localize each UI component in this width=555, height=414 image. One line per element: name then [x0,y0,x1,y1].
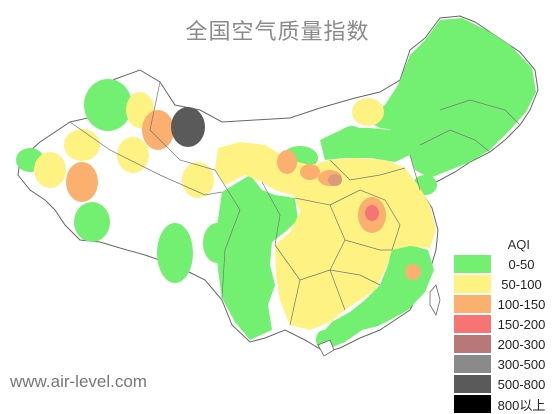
legend-label: 300-500 [497,356,546,372]
province-border [299,269,381,286]
marker-green [84,79,132,131]
legend-swatch [454,335,491,353]
aqi-map [16,15,539,357]
legend-title: AQI [507,237,530,252]
province-border [329,189,401,251]
marker-orange [277,150,297,174]
legend-swatch [454,355,491,373]
marker-green [338,126,366,154]
watermark: www.air-level.com [10,372,147,391]
island-hainan [317,339,335,357]
legend-label: 800以上 [497,397,546,413]
legend-item: 0-50 [452,254,552,274]
legend-label: 0-50 [508,256,535,272]
province-border [344,239,392,251]
marker-green [157,223,193,283]
legend-swatch [454,255,491,273]
legend-item: 50-100 [452,274,552,294]
marker-green [433,22,453,58]
marker-orange [66,162,98,202]
province-border [329,159,406,181]
marker-green [406,63,424,87]
marker-very-unhealthy [328,174,342,186]
legend-label: 200-300 [497,336,546,352]
region-southwest-green [215,175,298,340]
marker-orange [405,264,421,280]
marker-yellow [34,152,66,188]
province-border [214,169,241,299]
legend-item: 150-200 [452,314,552,334]
region-central-yellow [215,142,436,330]
marker-yellow [64,129,100,161]
marker-green [389,111,417,139]
marker-red [365,205,379,221]
legend-swatch [454,295,491,313]
province-border [419,129,491,153]
legend-item: 300-500 [452,354,552,374]
marker-green [203,223,231,263]
marker-orange [300,164,320,180]
legend-label: 150-200 [497,316,546,332]
province-border [439,99,521,126]
province-border [149,81,216,171]
marker-yellow [117,137,149,173]
legend-item: 100-150 [452,294,552,314]
legend: AQI 0-50 50-100 100-150 150-200 200-300 … [452,236,552,414]
legend-label: 100-150 [497,296,546,312]
marker-yellow [352,98,384,126]
legend-swatch [454,395,491,413]
legend-item: 200-300 [452,334,552,354]
legend-swatch [454,275,491,293]
island-taiwan [429,284,441,317]
legend-swatch [454,315,491,333]
marker-orange [142,110,174,150]
legend-label: 50-100 [501,276,542,292]
province-border [409,154,421,191]
region-southeast-green [318,245,434,350]
marker-green [74,202,110,242]
legend-item: 500-800 [452,374,552,394]
map-title: 全国空气质量指数 [185,20,370,45]
marker-hazardous [171,107,205,147]
legend-item: 800以上 [452,394,552,414]
marker-yellow [182,162,214,198]
province-border [261,181,301,326]
legend-swatch [454,375,491,393]
province-border [69,121,223,196]
legend-label: 500-800 [497,376,546,392]
